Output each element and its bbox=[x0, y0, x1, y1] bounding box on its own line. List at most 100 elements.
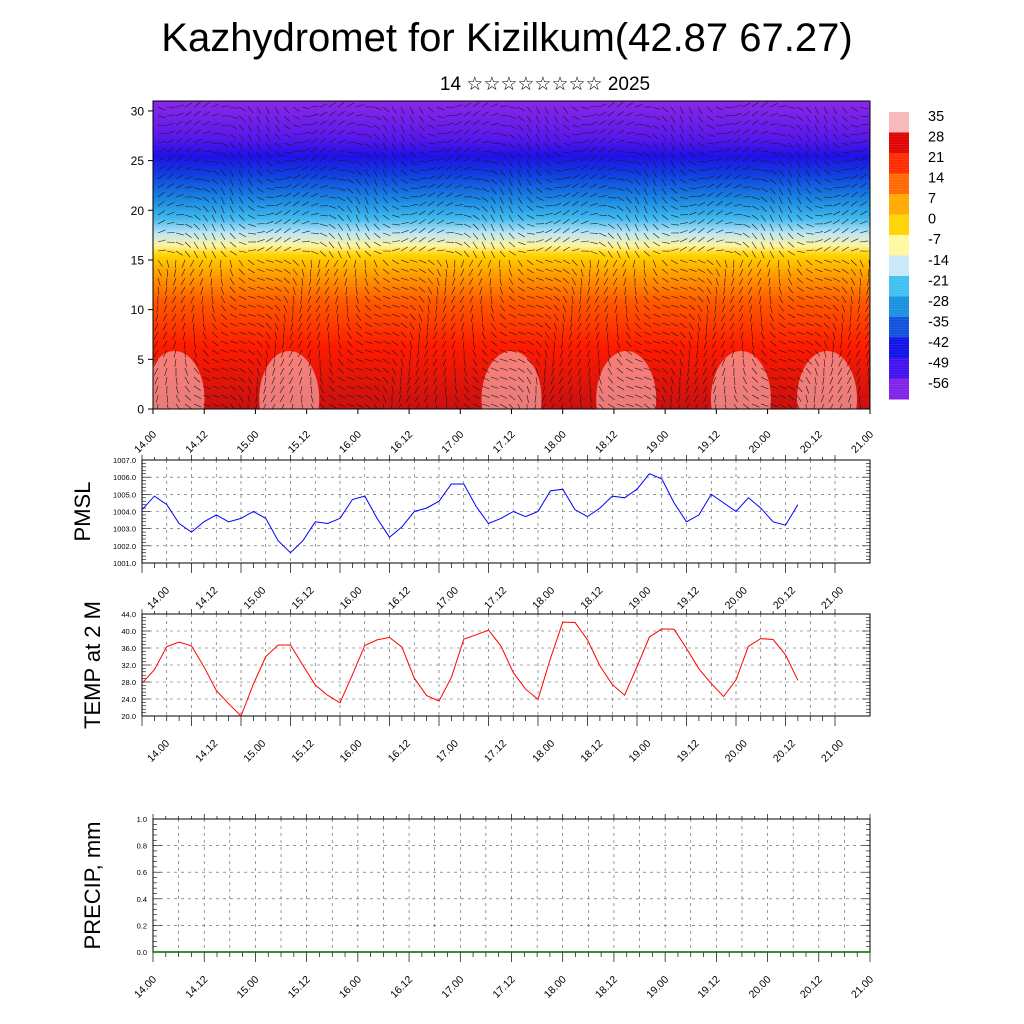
wind-barb bbox=[733, 120, 742, 126]
wind-barb bbox=[265, 205, 274, 207]
wind-barb bbox=[298, 367, 303, 376]
wind-barb bbox=[661, 124, 667, 132]
wind-barb bbox=[805, 322, 814, 326]
wind-barb bbox=[283, 151, 292, 154]
wind-barb bbox=[220, 214, 225, 223]
wind-barb bbox=[823, 213, 832, 216]
wind-barb bbox=[652, 286, 660, 293]
wind-barb bbox=[238, 286, 246, 292]
wind-barb bbox=[796, 196, 802, 204]
wind-barb bbox=[578, 376, 582, 385]
wind-barb bbox=[805, 313, 814, 317]
wind-barb bbox=[652, 385, 660, 392]
wind-barb bbox=[463, 214, 472, 218]
wind-barb bbox=[433, 331, 438, 340]
wind-barb bbox=[704, 331, 708, 340]
wind-barb bbox=[712, 331, 717, 340]
wind-barb bbox=[612, 268, 618, 277]
colorbar-label: -14 bbox=[928, 253, 949, 269]
wind-barb bbox=[580, 240, 589, 243]
wind-barb bbox=[580, 403, 582, 409]
wind-barb bbox=[544, 187, 553, 191]
temp-x-tick-label: 14.12 bbox=[193, 738, 220, 765]
wind-barb bbox=[256, 295, 265, 299]
wind-barb bbox=[607, 403, 616, 409]
wind-barb bbox=[272, 367, 276, 376]
wind-barb bbox=[706, 286, 712, 295]
wind-barb bbox=[670, 248, 679, 252]
wind-barb bbox=[747, 259, 753, 268]
wind-barb bbox=[310, 223, 319, 225]
wind-barb bbox=[661, 205, 668, 212]
wind-barb bbox=[382, 133, 388, 142]
wind-barb bbox=[450, 304, 456, 313]
wind-barb bbox=[562, 218, 570, 225]
wind-barb bbox=[838, 358, 843, 367]
wind-barb bbox=[580, 277, 583, 286]
wind-barb bbox=[866, 358, 870, 367]
wind-barb bbox=[517, 403, 521, 409]
wind-barb bbox=[850, 106, 858, 112]
wind-barb bbox=[814, 304, 823, 309]
wind-barb bbox=[265, 259, 274, 263]
wind-barb bbox=[238, 205, 245, 213]
wind-barb bbox=[424, 340, 429, 349]
wind-barb bbox=[364, 340, 373, 344]
wind-barb bbox=[211, 322, 217, 330]
wind-barb bbox=[508, 358, 517, 362]
wind-barb bbox=[544, 259, 553, 263]
wind-barb bbox=[427, 201, 435, 207]
wind-barb bbox=[400, 259, 409, 263]
wind-barb bbox=[436, 106, 445, 111]
wind-barb bbox=[823, 151, 830, 159]
wind-barb bbox=[652, 187, 657, 196]
wind-barb bbox=[193, 349, 198, 358]
wind-barb bbox=[326, 322, 330, 331]
wind-barb bbox=[859, 140, 868, 144]
wind-barb bbox=[391, 115, 397, 124]
wind-barb bbox=[787, 358, 796, 362]
wind-barb bbox=[391, 376, 395, 385]
wind-barb bbox=[724, 268, 727, 277]
wind-barb bbox=[184, 403, 192, 409]
wind-barb bbox=[724, 403, 727, 409]
wind-barb bbox=[264, 376, 267, 385]
wind-barb bbox=[436, 403, 438, 409]
wind-barb bbox=[490, 241, 495, 250]
wind-barb bbox=[858, 385, 861, 394]
wind-barb bbox=[328, 102, 336, 108]
wind-barb bbox=[481, 385, 490, 390]
wind-barb bbox=[742, 232, 750, 238]
wind-barb bbox=[643, 160, 650, 168]
wind-barb bbox=[199, 277, 204, 286]
wind-barb bbox=[526, 160, 531, 169]
precip-y-tick-label: 0.0 bbox=[137, 948, 147, 957]
wind-barb bbox=[423, 358, 429, 367]
wind-barb bbox=[181, 268, 186, 277]
wind-barb bbox=[274, 313, 280, 321]
wind-barb bbox=[463, 367, 467, 376]
wind-barb bbox=[399, 385, 402, 394]
wind-barb bbox=[859, 156, 868, 162]
wind-barb bbox=[445, 114, 454, 117]
wind-barb bbox=[306, 322, 312, 331]
wind-barb bbox=[283, 210, 291, 216]
wind-barb bbox=[865, 304, 870, 313]
wind-barb bbox=[238, 232, 247, 238]
wind-barb bbox=[364, 385, 373, 390]
wind-barb bbox=[544, 220, 553, 225]
wind-barb bbox=[490, 178, 498, 185]
wind-barb bbox=[337, 120, 345, 126]
wind-barb bbox=[406, 403, 411, 409]
colorbar-label: 0 bbox=[928, 212, 936, 228]
temp-x-tick-label: 15.12 bbox=[289, 738, 316, 765]
precip-x-tick-label: 18.00 bbox=[542, 974, 569, 1001]
wind-barb bbox=[643, 196, 648, 205]
wind-barb bbox=[337, 394, 346, 399]
wind-barb bbox=[172, 286, 177, 295]
wind-barb bbox=[400, 187, 409, 192]
precip-x-tick-label: 15.00 bbox=[234, 974, 261, 1001]
wind-barb bbox=[508, 286, 515, 294]
wind-barb bbox=[463, 376, 469, 385]
